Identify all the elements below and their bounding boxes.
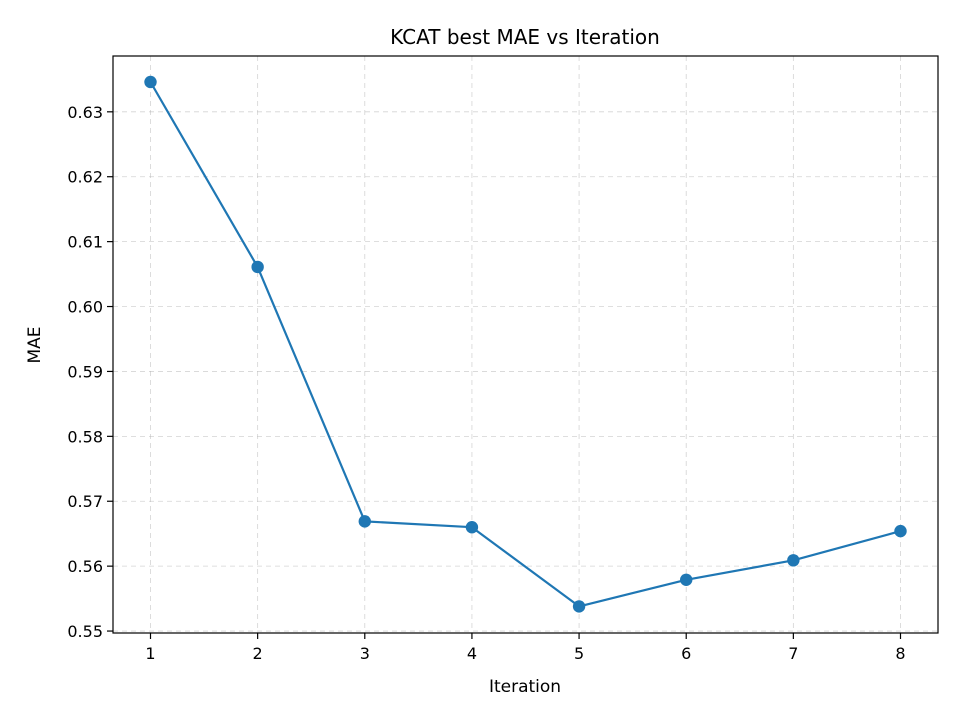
- data-point: [680, 573, 693, 586]
- x-tick-label: 6: [681, 644, 691, 663]
- x-tick-label: 5: [574, 644, 584, 663]
- x-tick-label: 4: [467, 644, 477, 663]
- ticks: 1 2 3 4 5 6 7 8 0.55 0.56 0.57 0.58 0.59 0.60 0.61 0.62…: [67, 103, 905, 663]
- x-tick-label: 1: [145, 644, 155, 663]
- y-tick-label: 0.55: [67, 622, 103, 641]
- data-point: [465, 521, 479, 534]
- series-layer: [144, 75, 907, 613]
- x-axis-title: Iteration: [489, 677, 561, 697]
- series-line: [149, 81, 901, 608]
- y-tick-label: 0.57: [67, 492, 103, 511]
- data-point: [358, 515, 371, 528]
- y-tick-label: 0.63: [67, 103, 103, 122]
- y-tick-label: 0.56: [67, 557, 103, 576]
- x-tick-label: 3: [360, 644, 370, 663]
- data-point: [144, 75, 157, 89]
- data-point: [572, 600, 586, 613]
- plot-frame: [112, 55, 939, 634]
- y-axis-title: MAE: [25, 326, 45, 363]
- y-tick-label: 0.61: [67, 233, 103, 252]
- y-tick-label: 0.59: [67, 362, 103, 381]
- data-point: [894, 524, 907, 538]
- data-point: [251, 260, 264, 274]
- y-tick-label: 0.62: [67, 168, 103, 187]
- x-tick-label: 2: [253, 644, 263, 663]
- y-tick-label: 0.58: [67, 427, 103, 446]
- data-point: [787, 554, 800, 567]
- y-tick-label: 0.60: [67, 298, 103, 317]
- x-tick-label: 7: [788, 644, 798, 663]
- x-tick-label: 8: [895, 644, 905, 663]
- chart-title: KCAT best MAE vs Iteration: [390, 25, 660, 49]
